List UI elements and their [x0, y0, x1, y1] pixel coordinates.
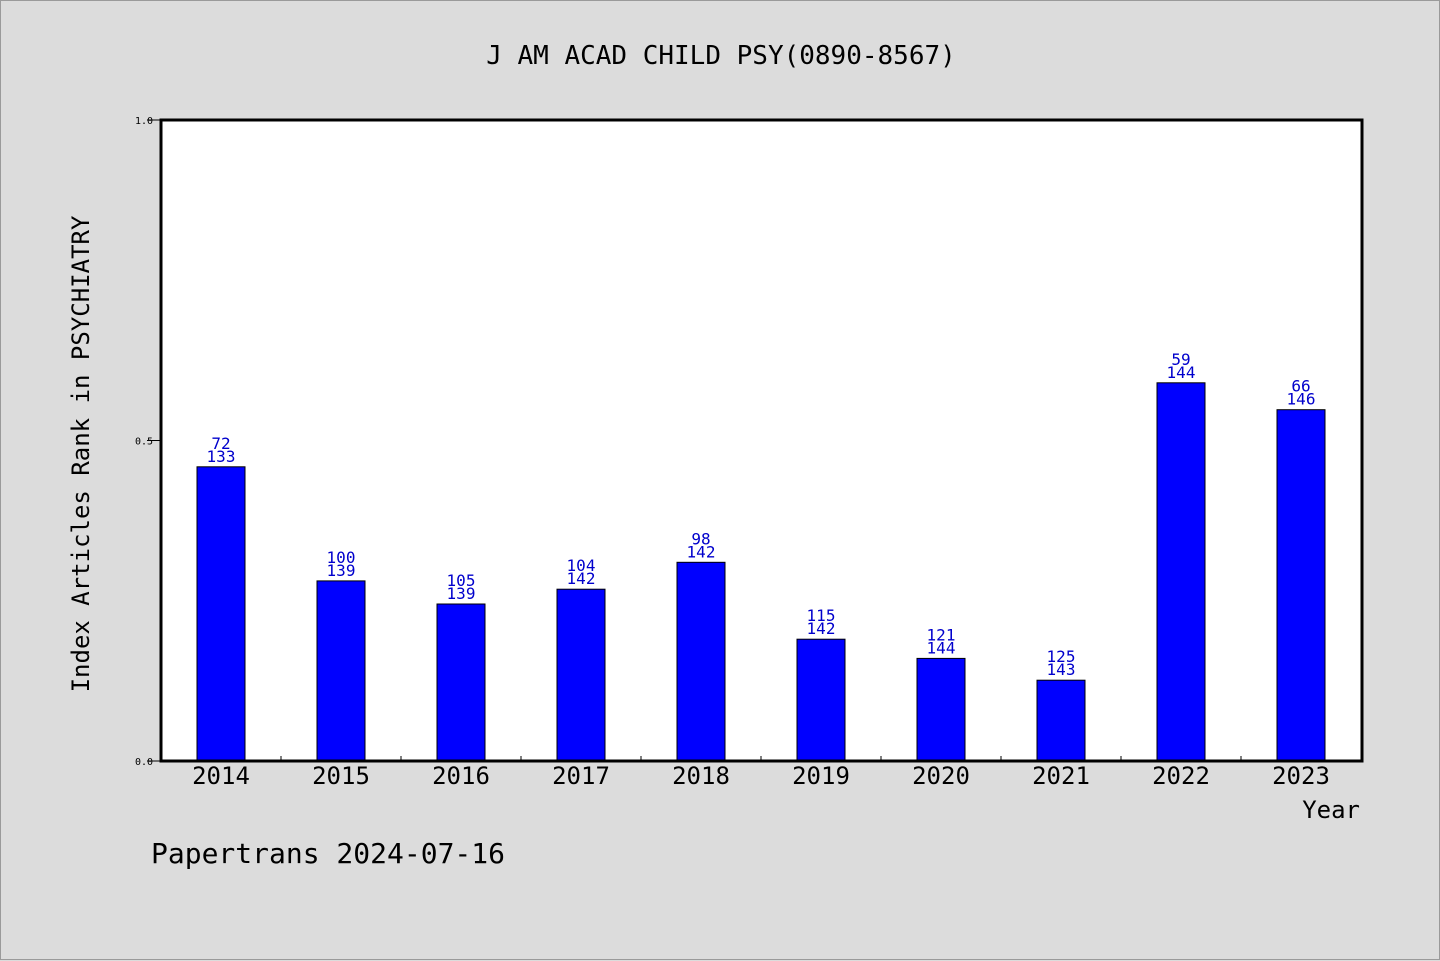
y-axis-title: Index Articles Rank in PSYCHIATRY — [67, 215, 95, 692]
bar-2021 — [1036, 679, 1086, 762]
bar-2016 — [436, 603, 486, 762]
bar-rank-label-2014: 72 — [211, 434, 230, 453]
x-tick-label-2016: 2016 — [432, 762, 490, 790]
bar-rank-label-2021: 125 — [1047, 647, 1076, 666]
bar-2017 — [556, 588, 606, 762]
bar-rank-label-2018: 98 — [691, 529, 710, 548]
y-tick-label-1.0: 1.0 — [135, 116, 153, 127]
bar-rank-label-2015: 100 — [327, 548, 356, 567]
x-axis: 2014 2015 2016 2017 2018 2019 2020 2021 2022 2023 — [192, 756, 1330, 790]
bar-total-label-2014: 133 — [207, 447, 236, 466]
chart-title: J AM ACAD CHILD PSY(0890-8567) — [486, 41, 956, 71]
bar-total-label-2016: 139 — [447, 584, 476, 603]
bar-total-label-2017: 142 — [567, 569, 596, 588]
bar-rank-label-2016: 105 — [447, 571, 476, 590]
footer-credit: Papertrans 2024-07-16 — [151, 837, 505, 870]
bar-2014 — [196, 466, 246, 762]
bar-2020 — [916, 657, 966, 762]
x-tick-label-2021: 2021 — [1032, 762, 1090, 790]
x-tick-label-2015: 2015 — [312, 762, 370, 790]
bar-2022 — [1156, 382, 1206, 762]
bar-rank-label-2020: 121 — [927, 625, 956, 644]
bar-total-label-2018: 142 — [687, 542, 716, 561]
bars-group — [196, 382, 1326, 762]
y-tick-label-0.0: 0.0 — [135, 757, 153, 768]
bar-rank-label-2023: 66 — [1291, 377, 1310, 396]
x-tick-label-2023: 2023 — [1272, 762, 1330, 790]
x-tick-label-2014: 2014 — [192, 762, 250, 790]
bar-total-label-2022: 144 — [1167, 363, 1196, 382]
bar-rank-label-2022: 59 — [1171, 350, 1190, 369]
bar-total-label-2015: 139 — [327, 561, 356, 580]
bar-total-label-2019: 142 — [807, 619, 836, 638]
x-tick-label-2020: 2020 — [912, 762, 970, 790]
x-tick-label-2019: 2019 — [792, 762, 850, 790]
bar-2018 — [676, 561, 726, 762]
y-axis: 0.0 0.5 1.0 — [135, 116, 161, 768]
x-tick-label-2018: 2018 — [672, 762, 730, 790]
bar-total-label-2020: 144 — [927, 638, 956, 657]
x-tick-label-2017: 2017 — [552, 762, 610, 790]
y-tick-label-0.5: 0.5 — [135, 437, 153, 448]
bar-total-label-2021: 143 — [1047, 660, 1076, 679]
x-axis-title: Year — [1302, 796, 1360, 824]
bar-total-label-2023: 146 — [1287, 390, 1316, 409]
bar-2015 — [316, 580, 366, 762]
x-tick-label-2022: 2022 — [1152, 762, 1210, 790]
bar-rank-label-2019: 115 — [807, 606, 836, 625]
bar-2023 — [1276, 409, 1326, 762]
bar-rank-label-2017: 104 — [567, 556, 596, 575]
bar-2019 — [796, 638, 846, 762]
